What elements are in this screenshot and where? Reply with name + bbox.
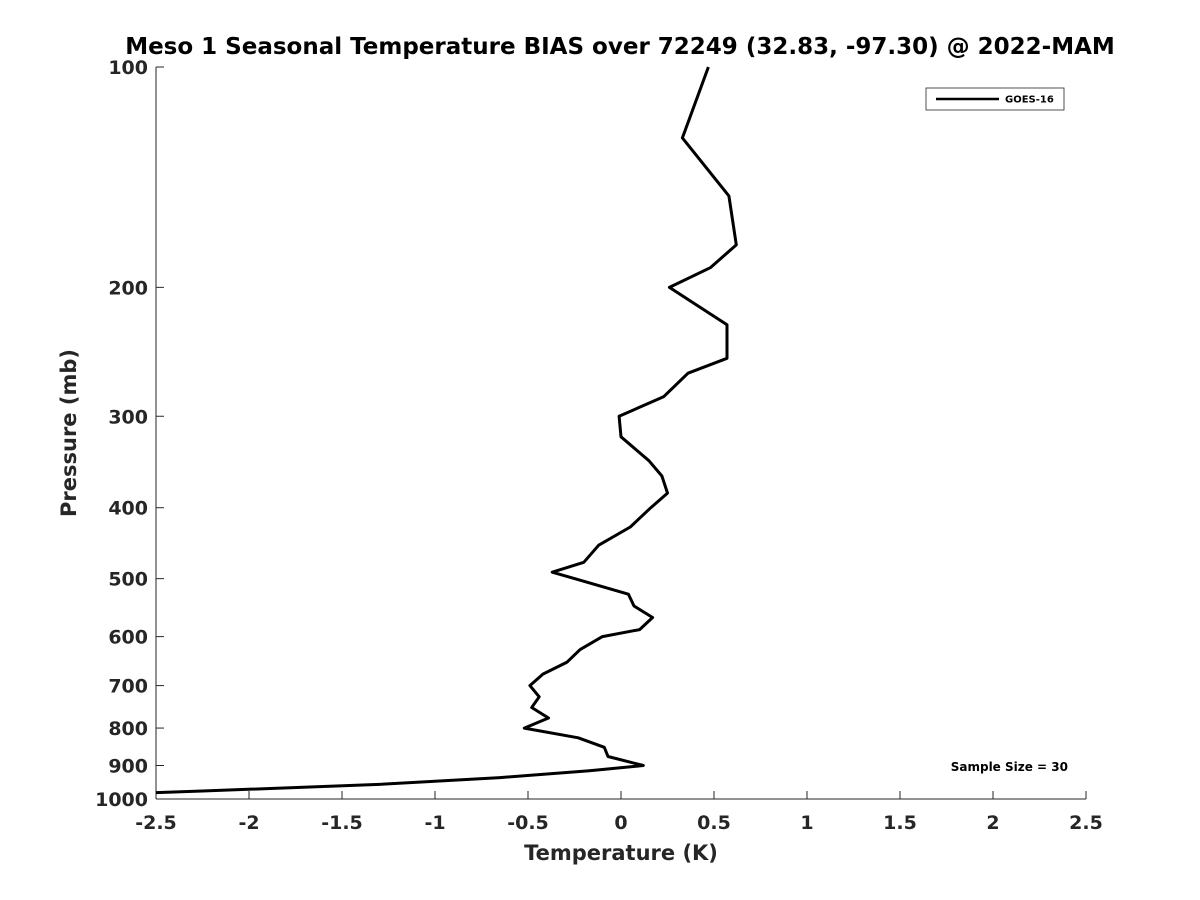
y-axis-ticks: 100 200 300 400 500 600 700 800 900 1000 [95,57,164,811]
x-tick-label: 0 [614,812,627,834]
x-tick-label: -1 [424,812,445,834]
x-tick-label: -2.5 [135,812,177,834]
y-tick-label: 1000 [95,789,148,811]
x-tick-label: -1.5 [321,812,363,834]
series-layer [155,66,738,795]
legend-label-goes-16: GOES-16 [1005,95,1054,106]
y-tick-label: 500 [108,569,148,591]
x-tick-label: -2 [238,812,259,834]
y-axis-title: Pressure (mb) [57,349,81,517]
y-tick-label: 100 [108,57,148,79]
y-tick-label: 600 [108,627,148,649]
x-axis-ticks: -2.5 -2 -1.5 -1 -0.5 0 0.5 1 1.5 2 2.5 [135,791,1103,834]
x-axis-title: Temperature (K) [524,841,718,865]
chart-title: Meso 1 Seasonal Temperature BIAS over 72… [125,34,1115,60]
x-tick-label: 0.5 [697,812,731,834]
legend: GOES-16 [925,87,1065,111]
y-tick-label: 400 [108,498,148,520]
x-tick-label: -0.5 [507,812,549,834]
y-tick-label: 200 [108,277,148,299]
y-tick-label: 900 [108,756,148,778]
y-tick-label: 700 [108,676,148,698]
x-tick-label: 2 [986,812,999,834]
sample-size-annotation: Sample Size = 30 [951,760,1068,774]
x-tick-label: 1 [800,812,813,834]
y-tick-label: 800 [108,718,148,740]
x-tick-label: 1.5 [883,812,917,834]
y-tick-label: 300 [108,406,148,428]
series-line-goes-16 [155,66,738,795]
x-tick-label: 2.5 [1069,812,1103,834]
